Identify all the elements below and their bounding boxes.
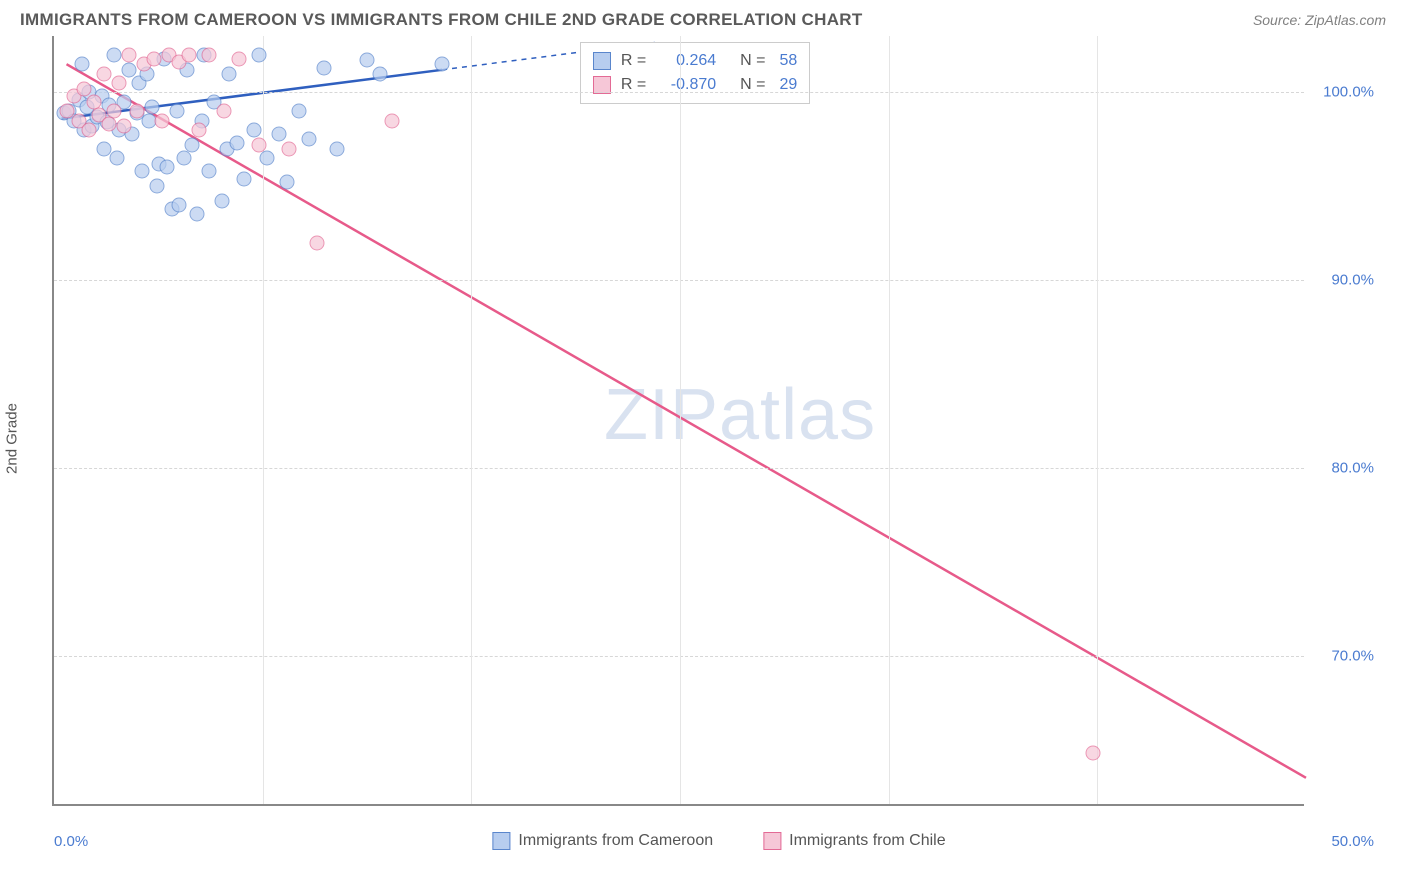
data-point-chile [217,104,232,119]
data-point-cameroon [317,60,332,75]
data-point-cameroon [222,66,237,81]
data-point-cameroon [214,194,229,209]
data-point-chile [182,47,197,62]
data-point-cameroon [169,104,184,119]
plot-area: ZIPatlas R =0.264N =58R =-0.870N =29 70.… [52,36,1304,806]
x-tick-right: 50.0% [1331,833,1374,850]
grid-line-h [54,92,1304,93]
data-point-chile [107,104,122,119]
data-point-cameroon [177,151,192,166]
data-point-chile [202,47,217,62]
grid-line-v [1097,36,1098,804]
source-label: Source: ZipAtlas.com [1253,12,1386,28]
data-point-chile [282,141,297,156]
data-point-cameroon [74,57,89,72]
grid-line-h [54,280,1304,281]
data-point-cameroon [149,179,164,194]
legend-swatch [593,76,611,94]
series-name: Immigrants from Chile [789,832,945,850]
bottom-legend-item-chile: Immigrants from Chile [763,832,945,850]
data-point-cameroon [302,132,317,147]
y-tick-label: 90.0% [1331,272,1374,289]
data-point-cameroon [109,151,124,166]
data-point-cameroon [360,53,375,68]
data-point-chile [97,66,112,81]
legend-r-value: 0.264 [656,52,716,70]
data-point-chile [1086,746,1101,761]
data-point-cameroon [435,57,450,72]
legend-row-chile: R = -0.870 N = 29 [593,73,797,97]
chart-title: IMMIGRANTS FROM CAMEROON VS IMMIGRANTS F… [20,10,863,30]
data-point-chile [309,235,324,250]
grid-line-v [889,36,890,804]
data-point-cameroon [279,175,294,190]
legend-r-label: R = [621,52,646,70]
data-point-chile [154,113,169,128]
legend-n-value: 58 [780,52,798,70]
data-point-chile [77,81,92,96]
correlation-legend: R = 0.264 N = 58 R = -0.870 N = 29 [580,42,810,104]
data-point-cameroon [189,207,204,222]
data-point-cameroon [372,66,387,81]
data-point-chile [147,51,162,66]
data-point-cameroon [144,100,159,115]
data-point-cameroon [159,160,174,175]
series-legend: Immigrants from Cameroon Immigrants from … [492,832,945,850]
data-point-chile [102,117,117,132]
watermark-atlas: atlas [719,375,876,455]
data-point-cameroon [107,47,122,62]
data-point-chile [252,137,267,152]
data-point-cameroon [329,141,344,156]
data-point-chile [122,47,137,62]
legend-n-value: 29 [780,76,798,94]
legend-swatch [492,832,510,850]
legend-row-cameroon: R = 0.264 N = 58 [593,49,797,73]
data-point-cameroon [252,47,267,62]
data-point-cameroon [172,198,187,213]
data-point-cameroon [259,151,274,166]
data-point-cameroon [184,137,199,152]
legend-n-label: N = [740,76,765,94]
data-point-chile [385,113,400,128]
watermark-zip: ZIP [604,375,719,455]
data-point-cameroon [202,164,217,179]
data-point-chile [82,122,97,137]
legend-r-value: -0.870 [656,76,716,94]
grid-line-h [54,468,1304,469]
data-point-cameroon [134,164,149,179]
legend-swatch [763,832,781,850]
data-point-chile [112,75,127,90]
grid-line-h [54,656,1304,657]
x-tick-left: 0.0% [54,833,88,850]
data-point-chile [192,122,207,137]
data-point-cameroon [237,171,252,186]
data-point-chile [117,119,132,134]
data-point-cameroon [292,104,307,119]
legend-r-label: R = [621,76,646,94]
data-point-cameroon [122,62,137,77]
data-point-cameroon [247,122,262,137]
bottom-legend-item-cameroon: Immigrants from Cameroon [492,832,713,850]
data-point-chile [129,104,144,119]
y-tick-label: 70.0% [1331,647,1374,664]
watermark: ZIPatlas [604,374,876,456]
series-name: Immigrants from Cameroon [518,832,713,850]
grid-line-v [471,36,472,804]
legend-swatch [593,52,611,70]
grid-line-v [680,36,681,804]
y-tick-label: 100.0% [1323,84,1374,101]
legend-n-label: N = [740,52,765,70]
y-tick-label: 80.0% [1331,459,1374,476]
y-axis-label: 2nd Grade [4,403,21,474]
data-point-chile [232,51,247,66]
data-point-cameroon [229,136,244,151]
data-point-cameroon [272,126,287,141]
